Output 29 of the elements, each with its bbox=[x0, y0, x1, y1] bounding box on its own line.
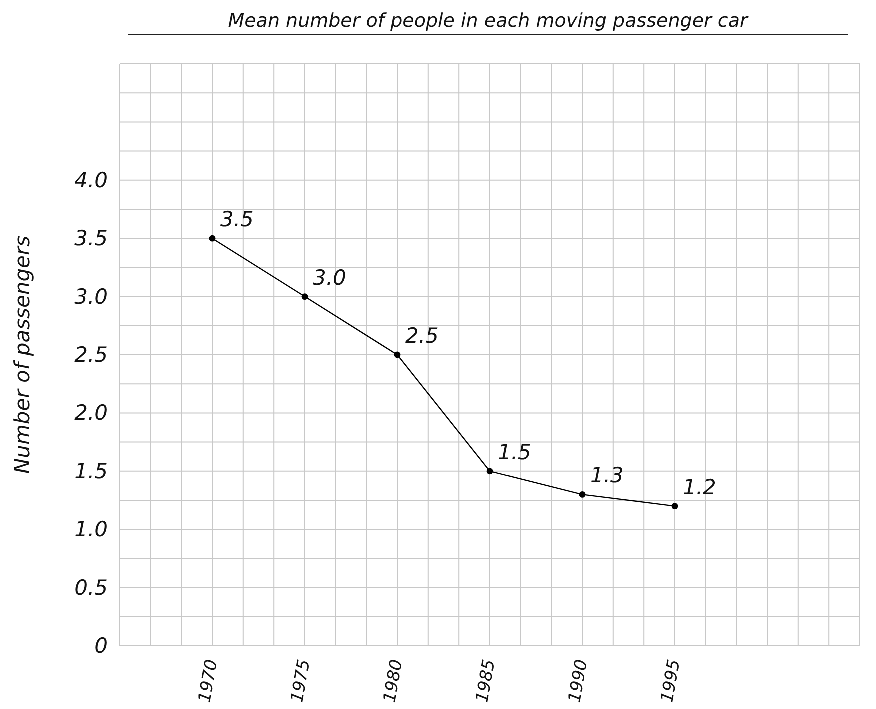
y-tick-label: 1.0 bbox=[74, 518, 108, 542]
data-label: 3.0 bbox=[313, 266, 346, 290]
point bbox=[579, 491, 586, 498]
y-tick-label: 4.0 bbox=[74, 168, 108, 192]
point bbox=[302, 294, 308, 300]
point bbox=[672, 503, 678, 510]
y-tick-label: 0 bbox=[94, 634, 108, 658]
y-tick-label: 1.5 bbox=[74, 459, 108, 484]
point bbox=[394, 352, 401, 358]
data-label: 3.5 bbox=[220, 208, 254, 232]
x-tick-label: 1995 bbox=[658, 658, 685, 704]
y-tick-label: 2.0 bbox=[74, 401, 108, 426]
point bbox=[486, 468, 494, 475]
y-axis-title: Number of passengers bbox=[10, 236, 34, 474]
data-label: 1.2 bbox=[683, 475, 716, 500]
x-tick-label: 1990 bbox=[565, 658, 592, 704]
chart-title: Mean number of people in each moving passenger car bbox=[128, 10, 848, 35]
y-tick-label: 0.5 bbox=[74, 576, 108, 600]
data-label: 1.5 bbox=[498, 440, 532, 464]
x-tick-label: 1975 bbox=[288, 658, 315, 704]
y-tick-label: 2.5 bbox=[74, 343, 108, 367]
x-tick-label: 1980 bbox=[380, 658, 408, 704]
y-tick-label: 3.0 bbox=[74, 284, 108, 309]
y-tick-label: 3.5 bbox=[74, 226, 108, 251]
x-tick-label: 1985 bbox=[472, 658, 500, 704]
point bbox=[209, 235, 216, 242]
x-tick-label: 1970 bbox=[195, 658, 222, 704]
data-label: 1.3 bbox=[590, 464, 624, 488]
data-label: 2.5 bbox=[406, 324, 439, 348]
